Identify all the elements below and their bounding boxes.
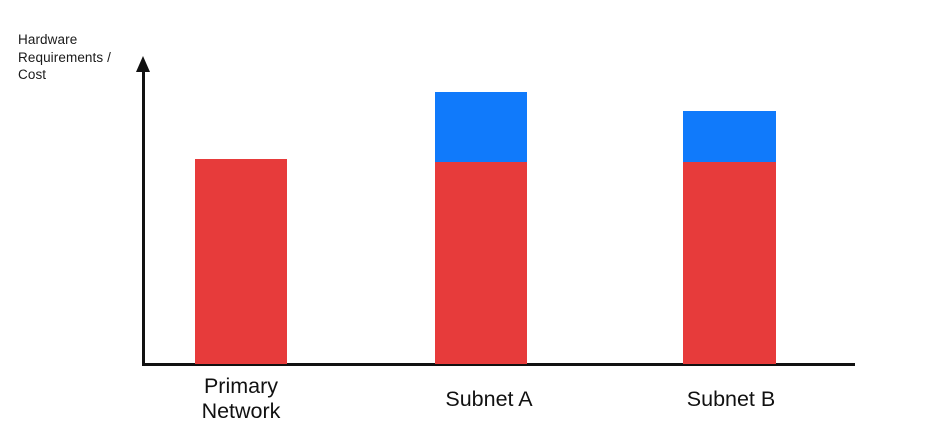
x-axis-line bbox=[142, 363, 855, 366]
bar-segment-red bbox=[195, 159, 287, 364]
bar-subnet-b bbox=[683, 111, 776, 364]
bar-segment-blue bbox=[683, 111, 776, 162]
x-axis-label-subnet-b: Subnet B bbox=[686, 387, 776, 411]
bar-segment-blue bbox=[435, 92, 527, 162]
x-axis-label-primary-network: Primary Network bbox=[201, 374, 281, 423]
bar-segment-red bbox=[435, 162, 527, 364]
x-axis-label-subnet-a: Subnet A bbox=[445, 387, 533, 411]
y-axis-title: Hardware Requirements / Cost bbox=[18, 31, 111, 84]
y-axis-arrowhead-icon bbox=[136, 56, 150, 72]
y-axis-line bbox=[142, 70, 145, 364]
bar-subnet-a bbox=[435, 92, 527, 364]
y-axis-title-line: Hardware bbox=[18, 32, 78, 47]
y-axis-title-line: Requirements / bbox=[18, 49, 111, 65]
bar-primary-network bbox=[195, 159, 287, 364]
bar-segment-red bbox=[683, 162, 776, 364]
y-axis-title-line: Cost bbox=[18, 67, 47, 82]
